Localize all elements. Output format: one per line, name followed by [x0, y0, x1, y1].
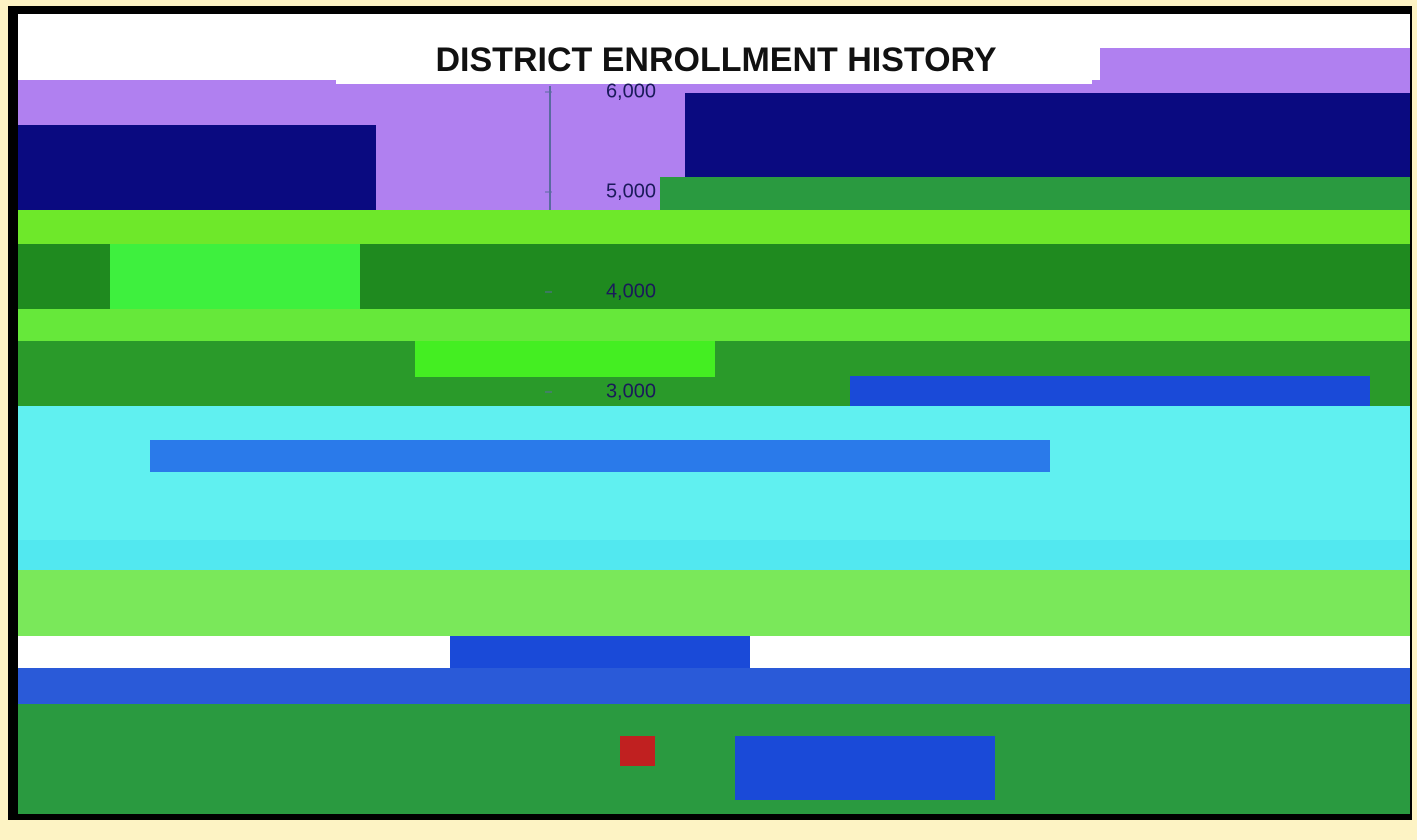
y-tick-label: 6,000 [606, 80, 656, 102]
chart-title: DISTRICT ENROLLMENT HISTORY [436, 41, 997, 79]
page: DISTRICT ENROLLMENT HISTORY 3,000 4,000 5,… [0, 0, 1417, 835]
distortion [18, 48, 1410, 814]
chart: DISTRICT ENROLLMENT HISTORY 3,000 4,000 5,… [0, 0, 1417, 835]
y-tick-label: 3,000 [606, 380, 656, 402]
y-tick-label: 4,000 [606, 280, 656, 302]
y-tick-label: 5,000 [606, 180, 656, 202]
